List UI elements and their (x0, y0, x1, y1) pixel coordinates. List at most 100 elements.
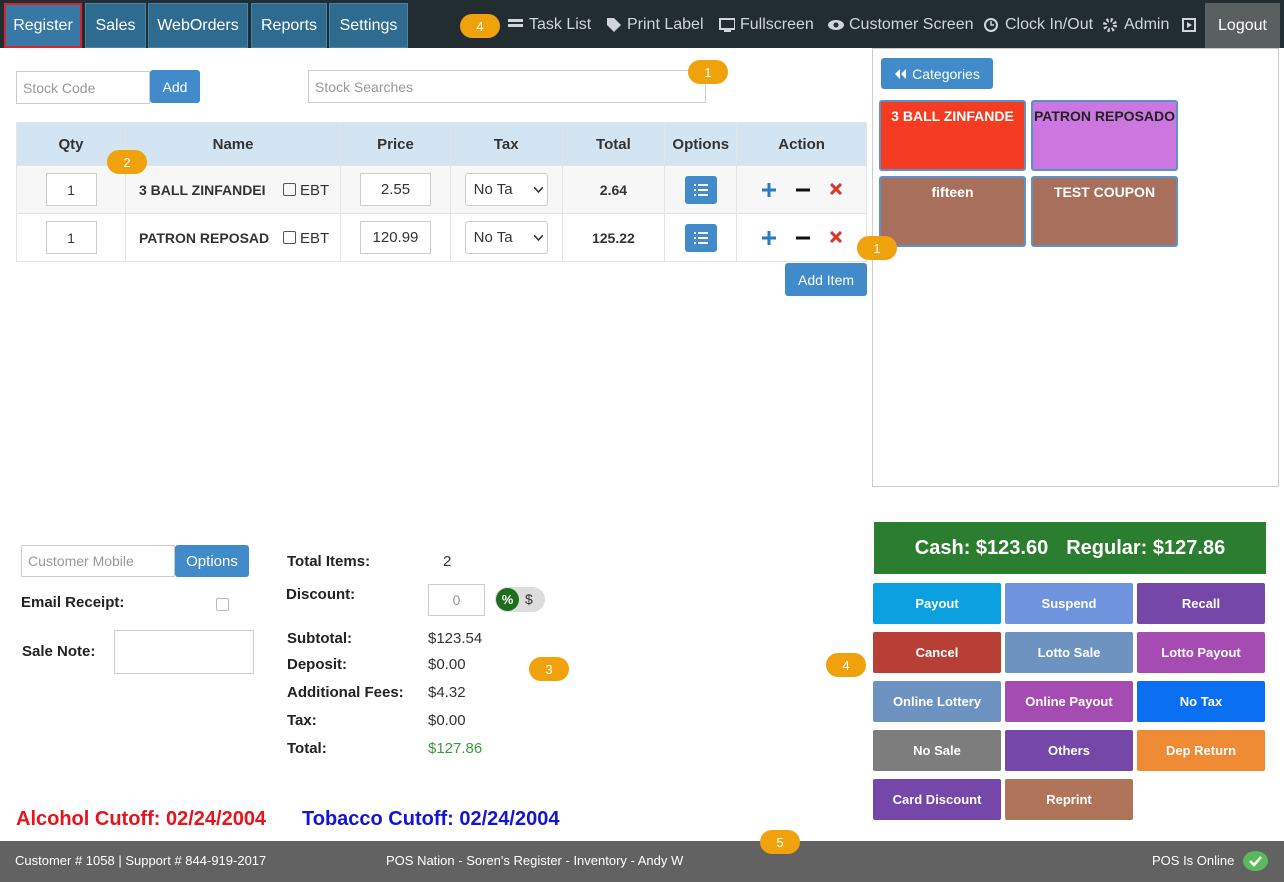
action-button[interactable]: Card Discount (873, 779, 1001, 820)
nav-tool[interactable]: Fullscreen (719, 16, 814, 34)
sale-note[interactable] (114, 630, 254, 674)
icon (693, 183, 708, 196)
action-button[interactable]: Online Payout (1005, 681, 1133, 722)
icon-svg (828, 20, 844, 30)
plus (761, 182, 776, 197)
price[interactable]: 120.99 (359, 221, 431, 254)
email-checkbox[interactable] (216, 598, 229, 611)
shape (697, 193, 708, 196)
nav-tool[interactable]: Clock In/Out (984, 16, 1093, 34)
action-button[interactable]: Lotto Sale (1005, 632, 1133, 673)
nav-tool[interactable]: Task List (508, 16, 591, 34)
action-button[interactable]: Suspend (1005, 583, 1133, 624)
discount-input[interactable]: 0 (428, 584, 485, 616)
header-row: Qty Name Price Tax Total Options Action (16, 122, 867, 166)
shape (697, 188, 708, 191)
tax: No Ta (473, 181, 513, 198)
icon-svg (693, 231, 708, 244)
placeholder: Stock Searches (315, 78, 414, 95)
nav-tool[interactable]: Customer Screen (828, 16, 974, 34)
options-button[interactable] (684, 223, 717, 252)
category-tile[interactable]: fifteen (879, 176, 1026, 247)
nav-tab[interactable]: Reports (251, 3, 327, 48)
action-button[interactable]: No Sale (873, 730, 1001, 771)
category-tile[interactable]: TEST COUPON (1031, 176, 1178, 247)
placeholder: Customer Mobile (28, 553, 134, 569)
dollar: $ (525, 591, 533, 607)
nav-tab[interactable]: Register (4, 3, 82, 48)
summary-label: Deposit: (287, 656, 347, 673)
regular: Regular: $127.86 (1066, 536, 1226, 559)
action-button[interactable]: Online Lottery (873, 681, 1001, 722)
ebt-checkbox[interactable] (283, 231, 296, 245)
shape (1187, 22, 1192, 28)
options-button[interactable] (684, 175, 717, 204)
shape (508, 24, 523, 27)
nav-tool[interactable]: Print Label (606, 16, 704, 34)
category-tile[interactable]: 3 BALL ZINFANDE (879, 100, 1026, 171)
discount-value: 0 (452, 592, 461, 608)
action-button[interactable]: Reprint (1005, 779, 1133, 820)
stock-search[interactable]: Stock Searches (308, 70, 706, 103)
callout-badge: 4 (826, 653, 866, 677)
icon (984, 17, 1000, 33)
category-tile[interactable]: PATRON REPOSADO (1031, 100, 1178, 171)
icon-svg (984, 18, 998, 32)
qty[interactable]: 1 (45, 173, 97, 206)
icon (895, 68, 907, 79)
tax-cell: No Ta (449, 213, 563, 262)
stock-code[interactable]: Stock Code (16, 71, 150, 104)
cart-row: 1 3 BALL ZINFANDEI EBT 2.55 No Ta 2.64 (16, 165, 867, 214)
total-items: 2 (443, 553, 452, 570)
action-button[interactable]: Dep Return (1137, 730, 1265, 771)
customer-mobile[interactable]: Customer Mobile (21, 545, 175, 577)
action-button[interactable]: Recall (1137, 583, 1265, 624)
action-button[interactable]: No Tax (1137, 681, 1265, 722)
discount-toggle[interactable]: % $ (495, 587, 545, 612)
action-button[interactable]: Others (1005, 730, 1133, 771)
ebt-checkbox[interactable] (283, 183, 296, 197)
categories-button[interactable]: Categories (881, 58, 993, 89)
qty-cell: 1 (16, 213, 126, 262)
shape (1249, 856, 1262, 867)
cart-table: Qty Name Price Tax Total Options Action 1 3 BALL… (16, 122, 867, 262)
action-button[interactable]: Payout (873, 583, 1001, 624)
action-button[interactable]: Lotto Payout (1137, 632, 1265, 673)
remove (829, 230, 842, 245)
options-button[interactable]: Options (175, 545, 249, 577)
expand-icon[interactable] (1182, 18, 1196, 35)
callout-badge: 4 (460, 14, 500, 38)
price[interactable]: 2.55 (359, 173, 431, 206)
item-name: PATRON REPOSAD (139, 229, 270, 246)
tax-select[interactable]: No Ta (464, 173, 548, 206)
shape (724, 30, 731, 32)
add-item[interactable]: Add Item (785, 263, 867, 296)
shape (895, 68, 907, 79)
tax-select[interactable]: No Ta (464, 221, 548, 254)
nav-tab[interactable]: WebOrders (148, 3, 248, 48)
icon-svg (693, 183, 708, 196)
online-icon (1243, 851, 1268, 871)
shape (697, 231, 708, 234)
cash: Cash: $123.60 (914, 536, 1049, 559)
cart-row: 1 PATRON REPOSAD EBT 120.99 No Ta 125.22 (16, 213, 867, 262)
shape (1103, 18, 1117, 32)
summary-label: Additional Fees: (287, 684, 404, 701)
add-button[interactable]: Add (150, 70, 200, 103)
nav-tab[interactable]: Sales (85, 3, 146, 48)
action-cell (736, 165, 867, 214)
nav-tool-label: Customer Screen (849, 16, 974, 33)
total-cell: 125.22 (561, 213, 666, 262)
ebt-label: EBT (300, 181, 330, 199)
nav-tab[interactable]: Settings (329, 3, 408, 48)
logout[interactable]: Logout (1205, 3, 1280, 48)
options-cell (664, 213, 738, 262)
minus (795, 231, 810, 245)
shape (829, 230, 842, 243)
placeholder: Stock Code (23, 79, 96, 96)
nav-tool[interactable]: Admin (1103, 16, 1169, 34)
pay-banner[interactable]: Cash: $123.60 Regular: $127.86 (874, 522, 1266, 574)
qty[interactable]: 1 (45, 221, 97, 254)
column-header: Tax (449, 122, 563, 166)
action-button[interactable]: Cancel (873, 632, 1001, 673)
